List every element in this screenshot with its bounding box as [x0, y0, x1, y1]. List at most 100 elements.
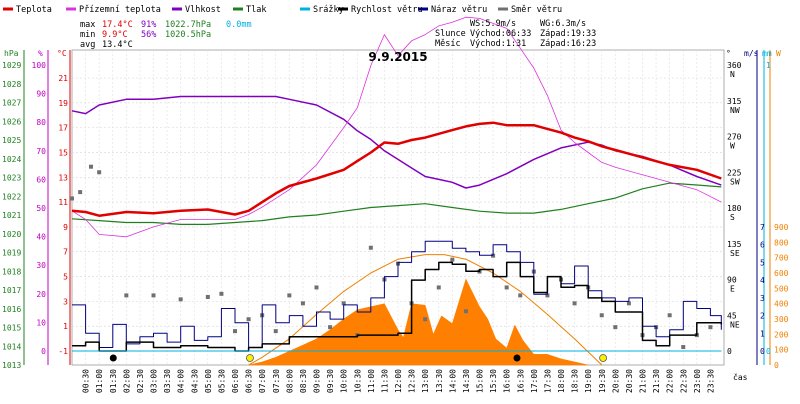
- pressure-line: [71, 182, 722, 225]
- ms-axis-unit: m/s: [744, 49, 759, 58]
- wm2-tick-500: 500: [774, 284, 789, 293]
- wind-direction-point-1: [78, 190, 83, 195]
- ms-tick-4: 4: [760, 276, 765, 285]
- wind-direction-point-2: [89, 164, 94, 169]
- x-tick-20:00: 20:00: [611, 369, 620, 393]
- info-moon-label: Měsíc: [435, 39, 461, 49]
- temp-tick-1: 1: [63, 322, 68, 331]
- stat-min-temp: 9.9°C: [102, 30, 128, 40]
- legend-label-1: Přízemní teplota: [79, 5, 161, 15]
- pct-tick-40: 40: [36, 233, 46, 242]
- dir-axis-unit: °: [726, 49, 731, 58]
- ms-tick-7: 7: [760, 223, 765, 232]
- x-tick-07:30: 07:30: [272, 369, 281, 393]
- info-sun-label: Slunce: [435, 29, 466, 39]
- wind-direction-point-10: [246, 317, 251, 322]
- dir-tick-360: 360: [727, 61, 742, 70]
- hpa-tick-1023: 1023: [2, 174, 21, 183]
- stat-min-hum: 56%: [141, 30, 156, 40]
- wind-direction-point-16: [328, 325, 333, 330]
- hpa-tick-1016: 1016: [2, 305, 21, 314]
- wm2-axis-unit: W: [776, 49, 781, 58]
- legend-label-2: Vlhkost: [185, 5, 221, 15]
- x-tick-16:00: 16:00: [503, 369, 512, 393]
- x-tick-12:00: 12:00: [394, 369, 403, 393]
- dir-name-NE: NE: [730, 320, 740, 329]
- info-sun-rise: Východ:06:33: [470, 29, 531, 39]
- info-moon-set: Západ:16:23: [540, 39, 596, 49]
- hpa-tick-1014: 1014: [2, 342, 21, 351]
- wind-direction-point-4: [124, 293, 129, 298]
- ms-tick-0: 0: [760, 347, 765, 356]
- x-tick-05:30: 05:30: [217, 369, 226, 393]
- pct-tick-30: 30: [36, 261, 46, 270]
- info-ws: WS:5.9m/s: [470, 19, 516, 29]
- x-tick-18:00: 18:00: [557, 369, 566, 393]
- info-sun-set: Západ:19:33: [540, 29, 596, 39]
- pct-tick-90: 90: [36, 90, 46, 99]
- legend-label-0: Teplota: [16, 5, 52, 15]
- temp-tick-3: 3: [63, 297, 68, 306]
- temperature-line: [71, 121, 722, 217]
- temp-tick-19: 19: [58, 99, 68, 108]
- wind-direction-point-36: [599, 313, 604, 318]
- ground-temp-line: [71, 16, 722, 238]
- dir-tick-90: 90: [727, 276, 737, 285]
- stat-max-press: 1022.7hPa: [165, 20, 211, 30]
- hpa-tick-1015: 1015: [2, 324, 21, 333]
- wind-direction-point-26: [463, 309, 468, 314]
- legend-label-6: Náraz větru: [431, 5, 487, 15]
- x-tick-08:00: 08:00: [285, 369, 294, 393]
- x-tick-01:30: 01:30: [109, 369, 118, 393]
- dir-tick-315: 315: [727, 97, 742, 106]
- dir-name-E: E: [730, 285, 735, 294]
- wind-direction-point-5: [151, 293, 156, 298]
- ms-tick-1: 1: [760, 329, 765, 338]
- wm2-tick-400: 400: [774, 300, 789, 309]
- stat-max-label: max: [80, 20, 95, 30]
- pct-tick-10: 10: [36, 318, 46, 327]
- x-tick-05:00: 05:00: [204, 369, 213, 393]
- wind-direction-point-24: [436, 285, 441, 290]
- ms-tick-6: 6: [760, 241, 765, 250]
- info-block: WS:5.9m/s WG:6.3m/s Slunce Východ:06:33 …: [435, 19, 596, 49]
- temp-tick-7: 7: [63, 248, 68, 257]
- axes: 00:30 01:00 01:30 02:00 02:30 03:00 03:30 04:00…: [2, 49, 789, 393]
- hpa-tick-1027: 1027: [2, 99, 21, 108]
- x-tick-00:30: 00:30: [82, 369, 91, 393]
- x-tick-06:00: 06:00: [231, 369, 240, 393]
- hpa-tick-1017: 1017: [2, 286, 21, 295]
- x-tick-15:30: 15:30: [489, 369, 498, 393]
- wind-direction-point-6: [178, 297, 183, 302]
- solar-radiation-area: [248, 278, 589, 366]
- dir-tick-45: 45: [727, 311, 737, 320]
- stat-min-label: min: [80, 30, 95, 40]
- moonrise-marker: [109, 354, 117, 362]
- ms-tick-3: 3: [760, 294, 765, 303]
- wind-direction-point-17: [341, 301, 346, 306]
- wind-direction-point-14: [300, 301, 305, 306]
- x-tick-21:30: 21:30: [652, 369, 661, 393]
- temp-tick-5: 5: [63, 273, 68, 282]
- hpa-tick-1024: 1024: [2, 155, 21, 164]
- dir-name-SW: SW: [730, 177, 740, 186]
- temp-axis-unit: °C: [57, 49, 67, 58]
- max-solar-curve: [248, 254, 603, 366]
- x-tick-09:00: 09:00: [313, 369, 322, 393]
- wind-direction-point-38: [626, 301, 631, 306]
- wind-direction-point-23: [423, 317, 428, 322]
- x-tick-09:30: 09:30: [326, 369, 335, 393]
- wind-direction-point-19: [368, 245, 373, 250]
- x-tick-03:30: 03:30: [163, 369, 172, 393]
- hpa-tick-1022: 1022: [2, 192, 21, 201]
- wind-direction-point-13: [287, 293, 292, 298]
- wind-gust-line: [72, 240, 722, 348]
- info-wg: WG:6.3m/s: [540, 19, 586, 29]
- hpa-tick-1029: 1029: [2, 61, 21, 70]
- hpa-tick-1028: 1028: [2, 80, 21, 89]
- wind-direction-point-3: [97, 170, 102, 175]
- x-tick-23:00: 23:00: [693, 369, 702, 393]
- stat-avg-temp: 13.4°C: [102, 40, 133, 50]
- stat-max-rain: 0.0mm: [226, 20, 252, 30]
- x-tick-14:00: 14:00: [448, 369, 457, 393]
